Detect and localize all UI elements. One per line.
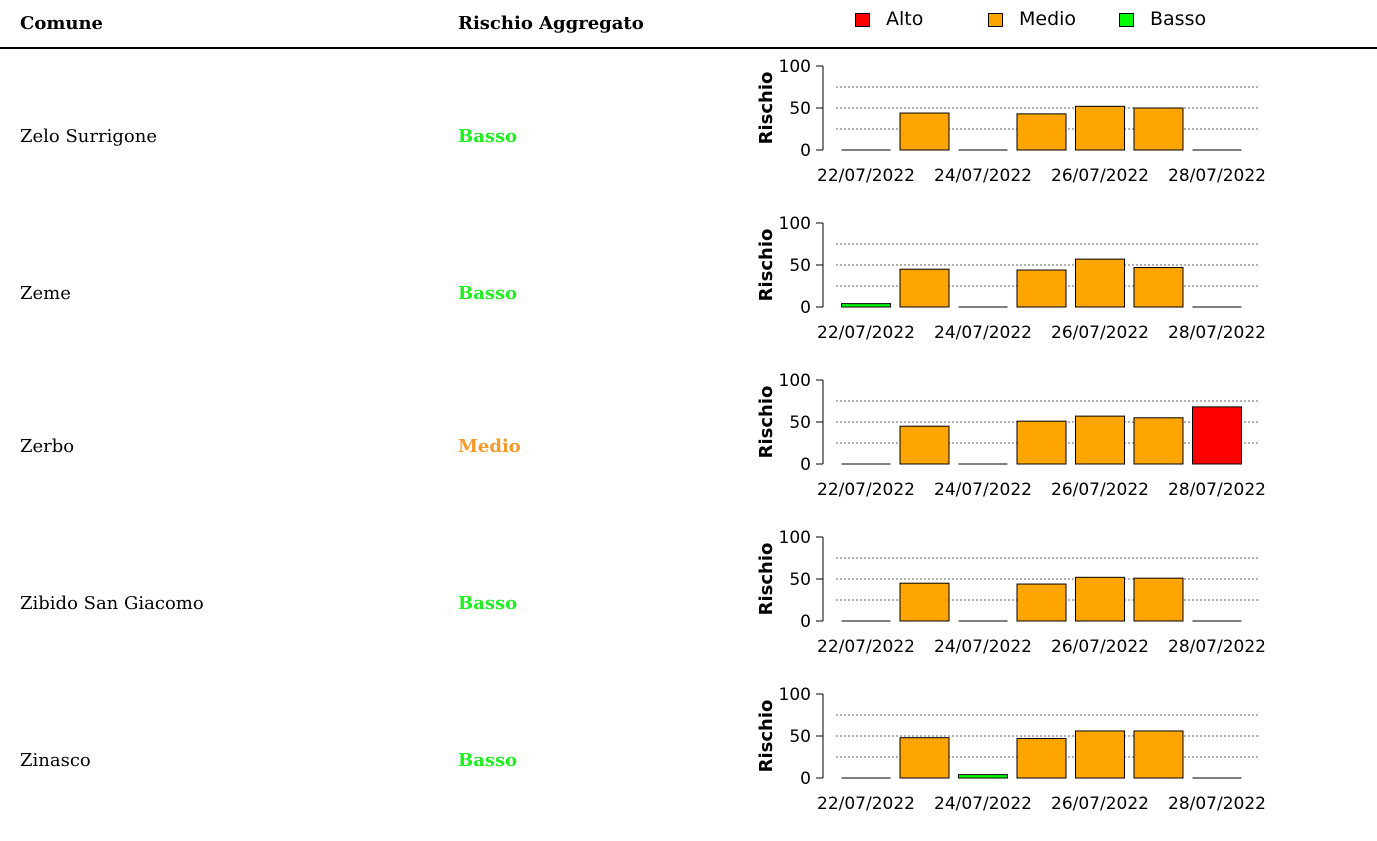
y-axis-label: Rischio: [756, 229, 777, 302]
bar: [899, 582, 950, 622]
y-tick-label: 0: [800, 455, 811, 475]
bar: [899, 112, 950, 151]
risk-bar-chart: Rischio 0 50 100 22/07/2022 24/07/2022 26/07/2…: [756, 57, 1266, 186]
bar: [1016, 269, 1067, 308]
x-tick-label: 22/07/2022: [817, 323, 915, 343]
x-tick-label: 22/07/2022: [817, 637, 915, 657]
header-rischio-aggregato: Rischio Aggregato: [458, 13, 644, 34]
bar: [1133, 730, 1184, 779]
header-comune: Comune: [20, 13, 104, 34]
x-tick-label: 24/07/2022: [934, 323, 1032, 343]
x-tick-label: 28/07/2022: [1168, 794, 1266, 814]
bar: [1133, 107, 1184, 151]
y-tick-label: 0: [800, 612, 811, 632]
x-tick-label: 26/07/2022: [1051, 794, 1149, 814]
table-row: Zibido San Giacomo Basso Rischio 0 50 100 22…: [0, 527, 1377, 684]
legend-label-medio: Medio: [1019, 8, 1077, 30]
bar: [899, 268, 950, 308]
y-tick-label: 100: [779, 371, 811, 391]
legend-swatch-alto: [855, 13, 870, 27]
legend-swatch-basso: [1119, 13, 1134, 27]
y-tick-label: 50: [789, 413, 811, 433]
bar: [1133, 417, 1184, 465]
bar: [1016, 738, 1067, 779]
comune-name: Zelo Surrigone: [20, 126, 157, 147]
y-axis-label: Rischio: [756, 543, 777, 616]
risk-level: Basso: [458, 750, 518, 771]
y-tick-label: 50: [789, 256, 811, 276]
x-tick-label: 22/07/2022: [817, 166, 915, 186]
y-tick-label: 100: [779, 214, 811, 234]
bar: [1016, 420, 1067, 465]
risk-bar-chart: Rischio 0 50 100 22/07/2022 24/07/2022 26/07/2…: [756, 371, 1266, 500]
bar: [899, 737, 950, 779]
table-header: Comune Rischio Aggregato Alto Medio Bass…: [0, 0, 1377, 49]
y-tick-label: 0: [800, 769, 811, 789]
table-row: Zinasco Basso Rischio 0 50 100 22/07/2022 24/…: [0, 684, 1377, 841]
x-tick-label: 24/07/2022: [934, 794, 1032, 814]
bar: [1016, 113, 1067, 151]
y-tick-label: 0: [800, 298, 811, 318]
bar: [1075, 576, 1125, 622]
bar: [1192, 406, 1242, 465]
x-tick-label: 24/07/2022: [934, 637, 1032, 657]
x-tick-label: 28/07/2022: [1168, 480, 1266, 500]
y-tick-label: 100: [779, 528, 811, 548]
x-tick-label: 24/07/2022: [934, 480, 1032, 500]
legend-label-basso: Basso: [1150, 8, 1207, 30]
table-row: Zerbo Medio Rischio 0 50 100 22/07/2022 24/07…: [0, 370, 1377, 527]
y-tick-label: 100: [779, 57, 811, 77]
bar: [1133, 267, 1184, 308]
bar: [1075, 730, 1125, 779]
risk-bar-chart: Rischio 0 50 100 22/07/2022 24/07/2022 26/07/2…: [756, 214, 1266, 343]
table-row: Zeme Basso Rischio 0 50 100 22/07/2022 24/07/…: [0, 213, 1377, 370]
comune-name: Zibido San Giacomo: [20, 593, 204, 614]
x-tick-label: 22/07/2022: [817, 794, 915, 814]
x-tick-label: 26/07/2022: [1051, 637, 1149, 657]
comune-name: Zeme: [20, 283, 71, 304]
risk-bar-chart: Rischio 0 50 100 22/07/2022 24/07/2022 26/07/2…: [756, 528, 1266, 657]
y-tick-label: 50: [789, 99, 811, 119]
bar: [1075, 258, 1125, 308]
comune-name: Zerbo: [20, 436, 75, 457]
risk-level: Basso: [458, 126, 518, 147]
risk-level: Basso: [458, 593, 518, 614]
y-tick-label: 50: [789, 727, 811, 747]
y-tick-label: 50: [789, 570, 811, 590]
legend-label-alto: Alto: [886, 8, 924, 30]
bar: [899, 425, 950, 465]
risk-level: Medio: [458, 436, 521, 457]
risk-level: Basso: [458, 283, 518, 304]
comune-name: Zinasco: [20, 750, 91, 771]
x-tick-label: 24/07/2022: [934, 166, 1032, 186]
x-tick-label: 28/07/2022: [1168, 637, 1266, 657]
x-tick-label: 26/07/2022: [1051, 323, 1149, 343]
risk-bar-chart: Rischio 0 50 100 22/07/2022 24/07/2022 26/07/2…: [756, 685, 1266, 814]
y-axis-label: Rischio: [756, 386, 777, 459]
y-tick-label: 100: [779, 685, 811, 705]
bar: [1016, 583, 1067, 622]
bar: [1075, 105, 1125, 151]
y-axis-label: Rischio: [756, 72, 777, 145]
x-tick-label: 28/07/2022: [1168, 166, 1266, 186]
x-tick-label: 26/07/2022: [1051, 480, 1149, 500]
y-tick-label: 0: [800, 141, 811, 161]
legend-swatch-medio: [988, 13, 1003, 27]
x-tick-label: 26/07/2022: [1051, 166, 1149, 186]
table-row: Zelo Surrigone Basso Rischio 0 50 100 22/07/…: [0, 56, 1377, 213]
bar: [1075, 415, 1125, 465]
bar: [958, 774, 1008, 779]
y-axis-label: Rischio: [756, 700, 777, 773]
x-tick-label: 22/07/2022: [817, 480, 915, 500]
x-tick-label: 28/07/2022: [1168, 323, 1266, 343]
bar: [1133, 577, 1184, 622]
header-divider: [0, 47, 1377, 49]
bar: [841, 303, 891, 308]
